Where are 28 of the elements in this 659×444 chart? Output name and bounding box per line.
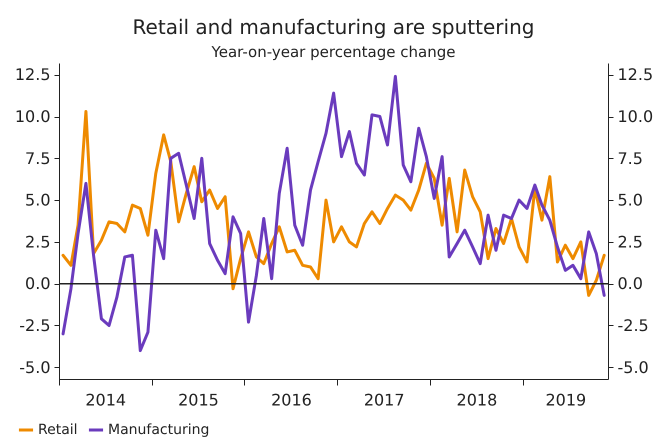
- y2-tick-label: 5.0: [618, 190, 643, 210]
- y-tick-label: 2.5: [25, 232, 50, 252]
- x-tick-label: 2019: [545, 390, 586, 410]
- legend-label: Retail: [38, 422, 78, 438]
- y-tick-label: 0.0: [25, 274, 50, 294]
- legend-label: Manufacturing: [108, 422, 210, 438]
- y2-tick-label: 12.5: [618, 65, 654, 84]
- x-tick-label: 2016: [271, 390, 312, 410]
- x-tick-label: 2018: [456, 390, 498, 410]
- y-tick-label: -5.0: [19, 358, 50, 377]
- y2-tick-label: 2.5: [618, 232, 643, 252]
- x-tick-label: 2017: [364, 390, 405, 410]
- y2-tick-label: 0.0: [618, 274, 643, 294]
- y2-tick-label: -2.5: [618, 316, 649, 335]
- line-series: [62, 110, 606, 297]
- y-tick-label: 10.0: [14, 107, 50, 126]
- y2-tick-label: 10.0: [618, 107, 654, 126]
- chart-title: Retail and manufacturing are sputtering: [132, 15, 534, 39]
- y-tick-label: 5.0: [25, 190, 50, 210]
- x-tick-label: 2015: [178, 390, 219, 410]
- y2-tick-label: 7.5: [618, 148, 643, 168]
- x-tick-label: 2014: [85, 390, 126, 410]
- y-tick-label: 7.5: [25, 148, 50, 168]
- y2-tick-label: -5.0: [618, 358, 649, 377]
- y-tick-label: 12.5: [14, 65, 50, 84]
- y-tick-label: -2.5: [19, 316, 50, 335]
- line-series: [62, 74, 606, 352]
- chart-subtitle: Year-on-year percentage change: [210, 43, 456, 61]
